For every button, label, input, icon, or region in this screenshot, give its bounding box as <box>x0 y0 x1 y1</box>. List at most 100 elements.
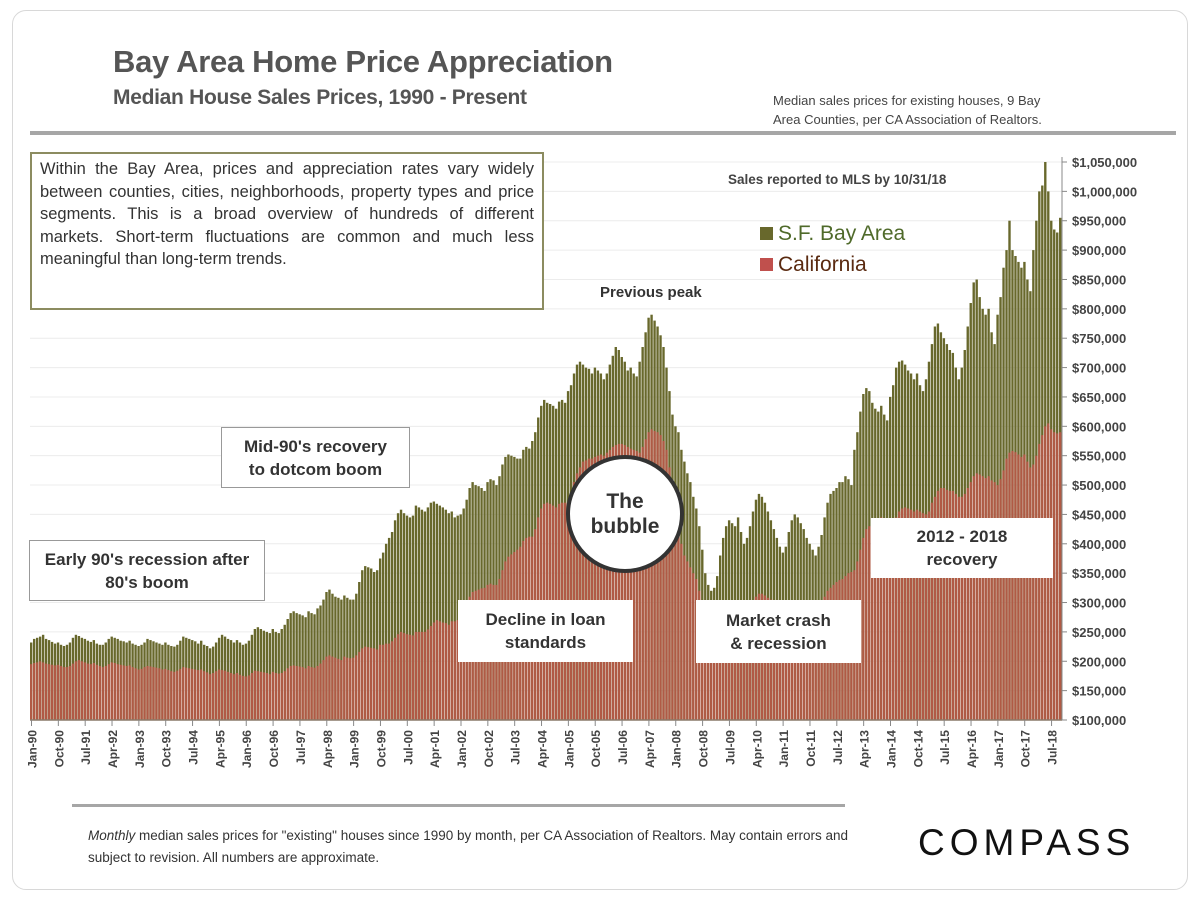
california-bar <box>450 621 453 720</box>
x-tick-label: Jul-15 <box>938 730 952 765</box>
bay-area-bar <box>393 520 397 720</box>
california-bar <box>605 452 609 720</box>
california-bar <box>632 449 635 720</box>
california-bar <box>358 651 361 720</box>
california-bar <box>241 675 245 720</box>
bay-area-bar <box>390 532 394 720</box>
california-bar <box>417 631 421 720</box>
california-bar <box>1023 454 1026 720</box>
california-bar <box>164 668 167 720</box>
annotation-text: Decline in loan <box>485 610 606 629</box>
annotation-text: 2012 - 2018 <box>916 527 1008 546</box>
bay-area-bar <box>447 513 450 720</box>
legend-swatch-california <box>760 258 773 271</box>
annotation-text: Market crash <box>726 610 831 630</box>
california-bar <box>304 668 307 720</box>
california-bar <box>214 671 218 720</box>
california-bar <box>936 490 940 720</box>
california-bar <box>414 631 418 720</box>
y-tick-label: $800,000 <box>1072 302 1126 317</box>
x-tick-label: Jul-00 <box>401 730 415 765</box>
california-bar <box>268 674 271 720</box>
california-bar <box>653 431 656 720</box>
y-tick-label: $450,000 <box>1072 507 1126 522</box>
bay-area-bar <box>429 502 433 720</box>
y-tick-label: $600,000 <box>1072 419 1126 434</box>
california-bar <box>1053 432 1056 720</box>
california-bar <box>194 669 197 720</box>
california-bar <box>107 664 110 720</box>
california-bar <box>880 517 883 720</box>
california-bar <box>1014 452 1017 720</box>
california-bar <box>611 446 614 720</box>
california-bar <box>331 656 334 720</box>
california-bar <box>140 668 143 720</box>
california-bar <box>128 665 131 720</box>
y-tick-label: $500,000 <box>1072 478 1126 493</box>
california-bar <box>298 666 301 720</box>
california-bar <box>575 473 579 720</box>
california-bar <box>375 649 379 720</box>
x-tick-label: Apr-16 <box>965 730 979 768</box>
california-bar <box>340 660 343 720</box>
california-bar <box>665 449 668 720</box>
california-bar <box>787 608 790 720</box>
california-bar <box>596 455 600 720</box>
california-bar <box>957 496 960 720</box>
previous-peak-label: Previous peak <box>600 284 702 301</box>
california-bar <box>134 668 137 720</box>
x-tick-label: Jul-12 <box>831 730 845 765</box>
california-bar <box>656 432 659 720</box>
bay-area-bar <box>358 582 361 720</box>
california-bar <box>862 537 865 720</box>
y-tick-label: $150,000 <box>1072 684 1126 699</box>
california-bar <box>197 670 200 720</box>
california-bar <box>599 454 603 720</box>
california-bar <box>125 666 128 720</box>
california-bar <box>987 476 990 720</box>
california-bar <box>149 666 152 720</box>
annotation-text: The <box>606 490 644 513</box>
california-bar <box>444 623 447 720</box>
bay-area-bar <box>420 509 424 720</box>
california-bar <box>894 517 898 720</box>
x-tick-label: Jan-96 <box>240 730 254 768</box>
x-tick-label: Jul-97 <box>294 730 308 765</box>
california-bar <box>200 669 203 720</box>
mls-note: Sales reported to MLS by 10/31/18 <box>728 172 947 187</box>
bay-area-bar <box>435 503 439 720</box>
california-bar <box>262 672 266 720</box>
california-bar <box>942 488 946 720</box>
california-bar <box>808 608 811 720</box>
california-bar <box>581 461 585 720</box>
bay-area-bar <box>361 570 364 720</box>
bay-area-bar <box>402 513 406 720</box>
bay-area-bar <box>450 511 453 720</box>
x-tick-label: Jan-08 <box>670 730 684 768</box>
california-bar <box>217 669 221 720</box>
california-bar <box>1011 451 1014 720</box>
y-tick-label: $950,000 <box>1072 214 1126 229</box>
legend-swatch-bay-area <box>760 227 773 240</box>
california-bar <box>205 672 209 720</box>
california-bar <box>984 478 987 720</box>
california-bar <box>951 490 955 720</box>
bay-area-bar <box>373 572 376 720</box>
california-bar <box>1005 458 1008 720</box>
california-bar <box>271 671 274 720</box>
y-tick-label: $350,000 <box>1072 566 1126 581</box>
california-bar <box>674 508 677 720</box>
california-bar <box>620 443 623 720</box>
footer-note: Monthly median sales prices for "existin… <box>88 825 848 869</box>
california-bar <box>730 611 734 720</box>
california-bar <box>1032 464 1035 720</box>
california-bar <box>990 480 993 720</box>
bay-area-bar <box>387 537 391 720</box>
california-bar <box>1035 455 1038 720</box>
california-bar <box>265 673 269 720</box>
california-bar <box>402 633 406 720</box>
california-bar <box>370 647 373 720</box>
california-bar <box>447 624 450 720</box>
california-bar <box>602 455 606 720</box>
